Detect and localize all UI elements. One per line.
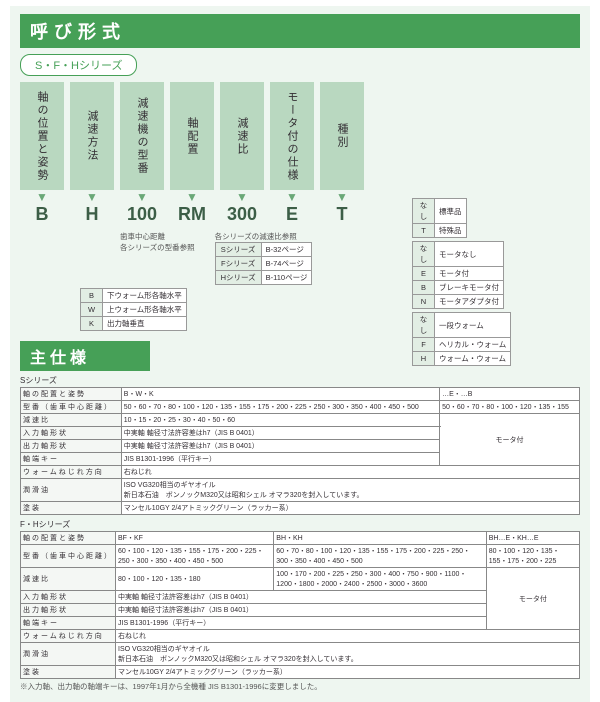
col-6: 種別 xyxy=(320,82,364,190)
heading-spec: 主仕様 xyxy=(20,341,150,371)
map-type: なし標準品 T特殊品 xyxy=(412,198,467,238)
model-note: 歯車中心距離 各シリーズの型番参照 xyxy=(120,231,195,253)
s-label: Sシリーズ xyxy=(20,375,580,386)
col-1: 減速方法 xyxy=(70,82,114,190)
map-series: SシリーズB-32ページ FシリーズB-74ページ HシリーズB-110ページ xyxy=(215,242,313,285)
col-0: 軸の位置と姿勢 xyxy=(20,82,64,190)
column-headers: 軸の位置と姿勢 減速方法 減速機の型番 軸配置 減速比 モータ付の仕様 種別 xyxy=(20,82,580,190)
code-0: B xyxy=(20,204,64,225)
code-2: 100 xyxy=(120,204,164,225)
series-note: 各シリーズの減速比参照 xyxy=(215,231,313,242)
col-3: 軸配置 xyxy=(170,82,214,190)
code-1: H xyxy=(70,204,114,225)
map-pos: B下ウォーム形各軸水平 W上ウォーム形各軸水平 K出力軸垂直 xyxy=(80,288,187,331)
code-6: T xyxy=(320,204,364,225)
col-2: 減速機の型番 xyxy=(120,82,164,190)
spec-s: 軸の配置と姿勢B・W・K…E・…B 型番（歯車中心距離）50・60・70・80・… xyxy=(20,387,580,515)
col-4: 減速比 xyxy=(220,82,264,190)
code-3: RM xyxy=(170,204,214,225)
col-5: モータ付の仕様 xyxy=(270,82,314,190)
code-5: E xyxy=(270,204,314,225)
arrow-icon: ▼ xyxy=(20,192,64,202)
heading-model: 呼び形式 xyxy=(20,14,580,48)
footnote: ※入力軸、出力軸の軸端キーは、1997年1月から全機種 JIS B1301-19… xyxy=(20,681,580,692)
legend-stack: なし標準品 T特殊品 なしモータなし Eモータ付 Bブレーキモータ付 Nモータア… xyxy=(412,198,511,369)
spec-fh: 軸の配置と姿勢BF・KFBH・KHBH…E・KH…E 型番（歯車中心距離）60・… xyxy=(20,531,580,679)
map-worm: なし一段ウォーム Fヘリカル・ウォーム Hウォーム・ウォーム xyxy=(412,312,511,366)
map-motor: なしモータなし Eモータ付 Bブレーキモータ付 Nモータアダプタ付 xyxy=(412,241,504,309)
series-label: S・F・Hシリーズ xyxy=(20,54,137,76)
page: 呼び形式 S・F・Hシリーズ 軸の位置と姿勢 減速方法 減速機の型番 軸配置 減… xyxy=(10,6,590,702)
code-4: 300 xyxy=(220,204,264,225)
fh-label: F・Hシリーズ xyxy=(20,519,580,530)
